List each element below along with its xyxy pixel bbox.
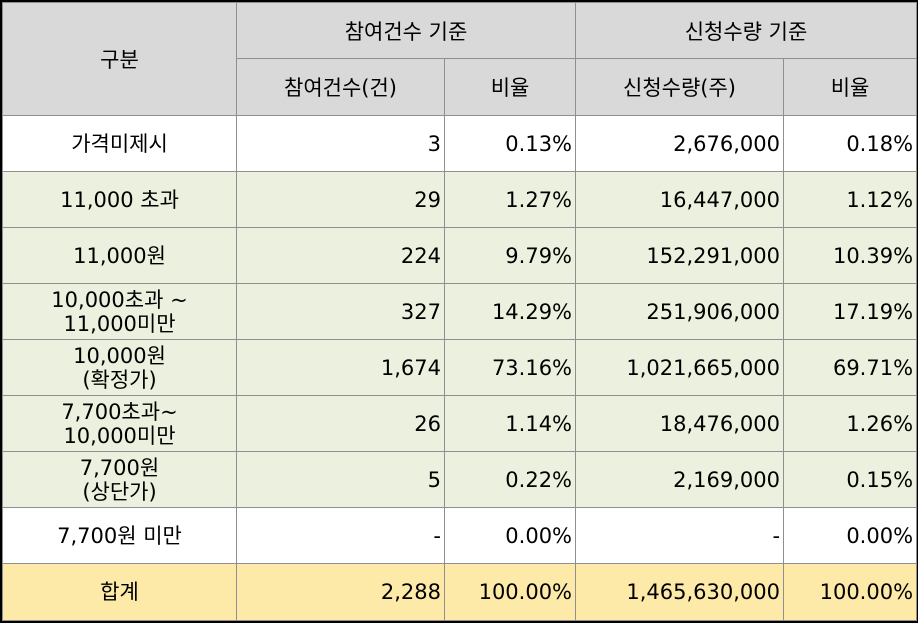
cell-quantity: 152,291,000 <box>575 227 785 284</box>
header-group-participation: 참여건수 기준 <box>235 2 577 59</box>
row-label-line1: 11,000 초과 <box>60 187 179 212</box>
cell-count: 26 <box>236 395 445 452</box>
row-label-line1: 11,000원 <box>73 243 166 268</box>
header-row-groups: 구분 참여건수 기준 신청수량 기준 <box>2 2 918 116</box>
cell-quantity: 2,676,000 <box>575 115 785 172</box>
cell-count-ratio: 9.79% <box>443 227 577 284</box>
total-count: 2,288 <box>236 563 445 621</box>
row-label-line2: (확정가) <box>82 367 157 392</box>
header-quantity-ratio: 비율 <box>783 58 918 116</box>
total-quantity: 1,465,630,000 <box>575 563 785 621</box>
row-label: 11,000원 <box>2 227 237 284</box>
row-label-line1: 7,700원 미만 <box>57 523 182 548</box>
row-label: 10,000초과 ~11,000미만 <box>2 283 237 340</box>
table-row: 11,000 초과 29 1.27% 16,447,000 1.12% <box>2 171 918 228</box>
cell-count-ratio: 0.22% <box>443 451 577 508</box>
table-row: 10,000원 (확정가) 1,674 73.16% 1,021,665,000 … <box>2 339 918 396</box>
header-quantity: 신청수량(주) <box>575 58 785 116</box>
total-label: 합계 <box>2 563 237 621</box>
cell-quantity: 18,476,000 <box>575 395 785 452</box>
table-row: 11,000원 224 9.79% 152,291,000 10.39% <box>2 227 918 284</box>
header-participation-count: 참여건수(건) <box>236 58 445 116</box>
cell-count-ratio: 0.13% <box>443 115 577 172</box>
row-label-line1: 7,700원 <box>79 455 160 480</box>
row-label: 가격미제시 <box>2 115 237 172</box>
cell-quantity: 251,906,000 <box>575 283 785 340</box>
cell-quantity: - <box>575 507 785 564</box>
table-row: 10,000초과 ~11,000미만 327 14.29% 251,906,00… <box>2 283 918 340</box>
table-row: 가격미제시 3 0.13% 2,676,000 0.18% <box>2 115 918 172</box>
cell-quantity-ratio: 1.12% <box>783 171 918 228</box>
cell-quantity-ratio: 69.71% <box>783 339 918 396</box>
cell-count: 224 <box>236 227 445 284</box>
cell-quantity-ratio: 0.15% <box>783 451 918 508</box>
row-label: 11,000 초과 <box>2 171 237 228</box>
cell-count-ratio: 1.14% <box>443 395 577 452</box>
cell-count: 5 <box>236 451 445 508</box>
total-quantity-ratio: 100.00% <box>783 563 918 621</box>
cell-quantity-ratio: 0.18% <box>783 115 918 172</box>
table-row: 7,700원 (상단가) 5 0.22% 2,169,000 0.15% <box>2 451 918 508</box>
cell-count: - <box>236 507 445 564</box>
total-row: 합계 2,288 100.00% 1,465,630,000 100.00% <box>2 563 918 621</box>
cell-count: 29 <box>236 171 445 228</box>
cell-count-ratio: 1.27% <box>443 171 577 228</box>
table-row: 7,700원 미만 - 0.00% - 0.00% <box>2 507 918 564</box>
row-label: 7,700원 (상단가) <box>2 451 237 508</box>
cell-quantity-ratio: 10.39% <box>783 227 918 284</box>
table-row: 7,700초과~ 10,000미만 26 1.14% 18,476,000 1.2… <box>2 395 918 452</box>
cell-quantity-ratio: 1.26% <box>783 395 918 452</box>
cell-quantity: 2,169,000 <box>575 451 785 508</box>
cell-quantity: 16,447,000 <box>575 171 785 228</box>
row-label: 10,000원 (확정가) <box>2 339 237 396</box>
row-label-line1: 10,000초과 ~ <box>51 287 188 312</box>
row-label-line1: 10,000원 <box>73 343 166 368</box>
header-category: 구분 <box>2 2 237 116</box>
row-label-line1: 가격미제시 <box>71 131 168 156</box>
cell-quantity-ratio: 0.00% <box>783 507 918 564</box>
cell-quantity: 1,021,665,000 <box>575 339 785 396</box>
cell-count-ratio: 73.16% <box>443 339 577 396</box>
cell-quantity-ratio: 17.19% <box>783 283 918 340</box>
cell-count: 327 <box>236 283 445 340</box>
row-label-line2: 10,000미만 <box>63 423 176 448</box>
table-body: 가격미제시 3 0.13% 2,676,000 0.18% 11,000 초과 … <box>2 115 918 621</box>
cell-count: 3 <box>236 115 445 172</box>
header-row-columns: 참여건수(건) 비율 신청수량(주) 비율 <box>3 58 918 116</box>
header-participation-ratio: 비율 <box>443 58 577 116</box>
total-count-ratio: 100.00% <box>443 563 577 621</box>
row-label: 7,700원 미만 <box>2 507 237 564</box>
row-label: 7,700초과~ 10,000미만 <box>2 395 237 452</box>
row-label-line2: (상단가) <box>82 479 157 504</box>
cell-count-ratio: 14.29% <box>443 283 577 340</box>
row-label-line2: 11,000미만 <box>63 311 176 336</box>
cell-count-ratio: 0.00% <box>443 507 577 564</box>
row-label-line1: 7,700초과~ <box>61 399 178 424</box>
header-group-quantity: 신청수량 기준 <box>575 2 918 59</box>
cell-count: 1,674 <box>236 339 445 396</box>
